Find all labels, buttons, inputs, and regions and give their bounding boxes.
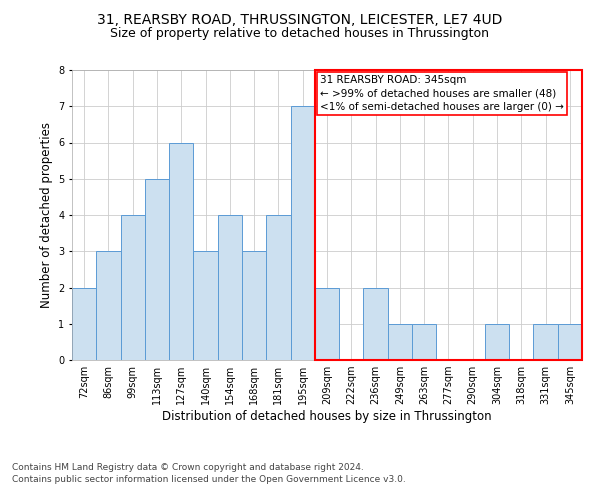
Bar bbox=[72, 288, 96, 360]
Text: 31, REARSBY ROAD, THRUSSINGTON, LEICESTER, LE7 4UD: 31, REARSBY ROAD, THRUSSINGTON, LEICESTE… bbox=[97, 12, 503, 26]
Bar bbox=[533, 324, 558, 360]
Bar bbox=[315, 70, 582, 360]
Bar bbox=[121, 215, 145, 360]
Text: 31 REARSBY ROAD: 345sqm
← >99% of detached houses are smaller (48)
<1% of semi-d: 31 REARSBY ROAD: 345sqm ← >99% of detach… bbox=[320, 76, 563, 112]
Bar bbox=[96, 251, 121, 360]
Bar bbox=[364, 288, 388, 360]
X-axis label: Distribution of detached houses by size in Thrussington: Distribution of detached houses by size … bbox=[162, 410, 492, 423]
Bar bbox=[242, 251, 266, 360]
Y-axis label: Number of detached properties: Number of detached properties bbox=[40, 122, 53, 308]
Bar bbox=[266, 215, 290, 360]
Bar bbox=[290, 106, 315, 360]
Bar bbox=[169, 142, 193, 360]
Bar bbox=[193, 251, 218, 360]
Text: Contains public sector information licensed under the Open Government Licence v3: Contains public sector information licen… bbox=[12, 475, 406, 484]
Bar bbox=[412, 324, 436, 360]
Bar bbox=[558, 324, 582, 360]
Bar bbox=[218, 215, 242, 360]
Bar bbox=[485, 324, 509, 360]
Text: Contains HM Land Registry data © Crown copyright and database right 2024.: Contains HM Land Registry data © Crown c… bbox=[12, 464, 364, 472]
Bar bbox=[315, 288, 339, 360]
Bar bbox=[145, 179, 169, 360]
Text: Size of property relative to detached houses in Thrussington: Size of property relative to detached ho… bbox=[110, 28, 490, 40]
Bar bbox=[388, 324, 412, 360]
